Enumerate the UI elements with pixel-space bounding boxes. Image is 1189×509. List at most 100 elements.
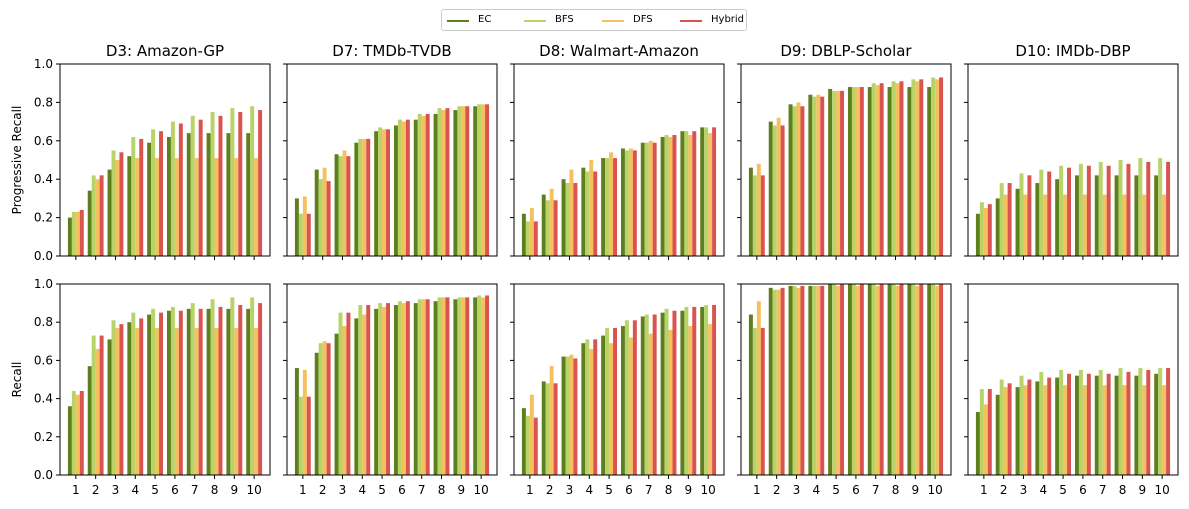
y-tick-label: 0.8 bbox=[34, 95, 53, 109]
bar-hybrid-6 bbox=[632, 320, 637, 475]
x-tick-label: 10 bbox=[928, 483, 943, 497]
bar-hybrid-9 bbox=[238, 112, 243, 256]
legend-swatch-bfs bbox=[524, 20, 546, 22]
bar-dfs-9 bbox=[915, 285, 920, 475]
bar-hybrid-4 bbox=[1047, 377, 1052, 475]
bar-ec-1 bbox=[975, 213, 980, 256]
bar-dfs-1 bbox=[302, 196, 307, 256]
bar-hybrid-6 bbox=[405, 301, 410, 475]
x-tick-label: 8 bbox=[438, 483, 446, 497]
bar-ec-10 bbox=[473, 297, 478, 475]
bar-bfs-10 bbox=[1158, 368, 1163, 475]
bar-ec-4 bbox=[127, 156, 132, 256]
bar-ec-5 bbox=[828, 284, 833, 475]
bar-dfs-6 bbox=[1082, 194, 1087, 256]
bar-hybrid-2 bbox=[1007, 383, 1012, 475]
x-tick-label: 10 bbox=[474, 483, 489, 497]
y-tick-label: 1.0 bbox=[34, 57, 53, 71]
bar-bfs-9 bbox=[230, 108, 235, 256]
bar-hybrid-9 bbox=[919, 79, 924, 256]
bar-hybrid-2 bbox=[553, 383, 558, 475]
bar-dfs-4 bbox=[135, 158, 140, 256]
legend-swatch-ec bbox=[447, 20, 469, 22]
bar-hybrid-10 bbox=[712, 305, 717, 475]
bar-hybrid-8 bbox=[899, 81, 904, 256]
bar-ec-6 bbox=[1074, 375, 1079, 475]
bar-ec-10 bbox=[246, 133, 251, 256]
bar-dfs-5 bbox=[609, 343, 614, 475]
bar-hybrid-8 bbox=[445, 108, 450, 256]
bar-ec-9 bbox=[680, 131, 685, 256]
bar-bfs-1 bbox=[752, 327, 757, 475]
bar-ec-9 bbox=[907, 87, 912, 256]
x-tick-label: 9 bbox=[458, 483, 466, 497]
bar-ec-4 bbox=[354, 318, 359, 475]
bar-hybrid-4 bbox=[139, 318, 144, 475]
bar-hybrid-1 bbox=[79, 209, 84, 256]
bar-hybrid-10 bbox=[1166, 161, 1171, 256]
bar-dfs-4 bbox=[1043, 194, 1048, 256]
bar-dfs-2 bbox=[95, 348, 100, 475]
bar-bfs-10 bbox=[931, 284, 936, 475]
bar-dfs-4 bbox=[362, 314, 367, 475]
bar-dfs-9 bbox=[688, 135, 693, 256]
bar-ec-9 bbox=[680, 310, 685, 475]
bar-dfs-8 bbox=[1122, 194, 1127, 256]
x-tick-label: 5 bbox=[605, 483, 613, 497]
x-tick-label: 2 bbox=[92, 483, 100, 497]
bar-ec-8 bbox=[433, 301, 438, 475]
bar-ec-5 bbox=[828, 88, 833, 257]
bar-bfs-3 bbox=[792, 285, 797, 475]
x-tick-label: 1 bbox=[526, 483, 534, 497]
bar-dfs-2 bbox=[549, 366, 554, 475]
bar-bfs-6 bbox=[170, 306, 175, 475]
bar-hybrid-5 bbox=[159, 131, 164, 256]
bar-hybrid-10 bbox=[485, 295, 490, 475]
bar-hybrid-1 bbox=[306, 396, 311, 475]
bar-bfs-1 bbox=[71, 211, 76, 256]
bar-dfs-2 bbox=[322, 167, 327, 256]
bar-dfs-7 bbox=[421, 115, 426, 256]
x-tick-label: 8 bbox=[892, 483, 900, 497]
x-tick-label: 2 bbox=[319, 483, 327, 497]
x-tick-label: 9 bbox=[912, 483, 920, 497]
bar-hybrid-3 bbox=[800, 106, 805, 257]
bar-bfs-7 bbox=[644, 142, 649, 256]
bar-dfs-10 bbox=[708, 324, 713, 475]
bar-dfs-7 bbox=[1102, 194, 1107, 256]
bar-ec-10 bbox=[473, 106, 478, 257]
bar-bfs-7 bbox=[190, 115, 195, 256]
bar-ec-7 bbox=[640, 142, 645, 256]
bar-hybrid-2 bbox=[1007, 183, 1012, 256]
bar-hybrid-4 bbox=[366, 138, 371, 256]
bar-bfs-2 bbox=[91, 335, 96, 475]
axes-frame bbox=[59, 63, 271, 257]
bar-ec-7 bbox=[186, 308, 191, 475]
bar-hybrid-5 bbox=[386, 129, 391, 256]
bar-bfs-8 bbox=[1118, 160, 1123, 256]
bar-hybrid-1 bbox=[533, 221, 538, 256]
bar-ec-9 bbox=[453, 110, 458, 256]
x-tick-label: 4 bbox=[585, 483, 593, 497]
bar-bfs-6 bbox=[851, 87, 856, 256]
x-tick-label: 5 bbox=[1059, 483, 1067, 497]
bar-bfs-10 bbox=[477, 295, 482, 475]
bar-dfs-5 bbox=[836, 285, 841, 475]
x-tick-label: 4 bbox=[1039, 483, 1047, 497]
x-tick-label: 10 bbox=[701, 483, 716, 497]
panel-title: D7: TMDb-TVDB bbox=[332, 42, 451, 60]
bar-bfs-4 bbox=[358, 138, 363, 256]
bar-ec-6 bbox=[847, 87, 852, 256]
bar-hybrid-2 bbox=[780, 287, 785, 475]
legend-label-bfs: BFS bbox=[555, 14, 574, 25]
bar-bfs-2 bbox=[545, 200, 550, 256]
x-tick-label: 1 bbox=[753, 483, 761, 497]
bar-ec-6 bbox=[393, 305, 398, 475]
bar-hybrid-8 bbox=[899, 284, 904, 475]
x-tick-label: 4 bbox=[131, 483, 139, 497]
bar-dfs-2 bbox=[776, 117, 781, 256]
y-tick-label: 0.0 bbox=[34, 249, 53, 263]
x-tick-label: 9 bbox=[685, 483, 693, 497]
axes-frame bbox=[740, 63, 952, 257]
bar-dfs-9 bbox=[461, 297, 466, 475]
